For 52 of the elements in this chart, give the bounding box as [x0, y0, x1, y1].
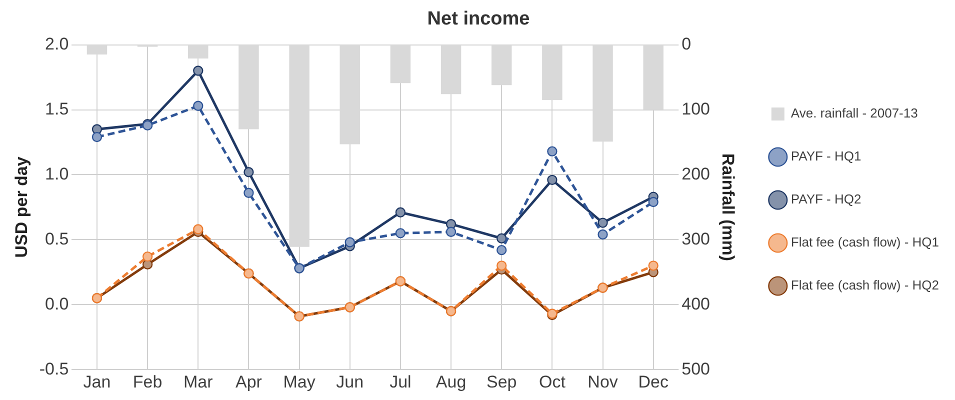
- point: [193, 100, 204, 111]
- y-tick-label: 0.5: [45, 229, 69, 248]
- point: [446, 226, 456, 237]
- point: [142, 251, 153, 262]
- y2-tick-label: 100: [682, 99, 710, 118]
- point: [496, 260, 507, 271]
- x-tick-label: Sep: [486, 372, 517, 392]
- x-tick-label: Jan: [83, 372, 111, 392]
- legend-label: PAYF - HQ2: [790, 192, 862, 207]
- legend-label: Flat fee (cash flow) - HQ2: [790, 278, 940, 293]
- x-tick-label: Jun: [336, 372, 364, 392]
- y2-tick-label: 500: [682, 359, 710, 378]
- point: [598, 218, 608, 228]
- y-tick-label: -0.5: [39, 359, 69, 378]
- x-tick-label: Jul: [390, 372, 412, 392]
- y-tick-label: 0.0: [45, 294, 69, 314]
- point: [496, 233, 507, 244]
- legend-label: PAYF - HQ1: [790, 148, 862, 164]
- point: [244, 167, 254, 178]
- point: [598, 229, 608, 240]
- y2-tick-label: 400: [682, 294, 710, 314]
- y-tick-label: 2.0: [45, 34, 69, 54]
- chart-title: Net income: [427, 8, 530, 30]
- x-tick-label: Mar: [184, 372, 214, 392]
- y2-tick-label: 0: [682, 34, 692, 54]
- y-tick-label: 1.0: [45, 164, 69, 184]
- x-tick-label: May: [283, 372, 316, 392]
- point: [547, 146, 558, 156]
- point: [648, 260, 658, 271]
- x-tick-label: Oct: [538, 372, 566, 392]
- y2-tick-label: 200: [682, 164, 710, 184]
- point: [193, 66, 204, 76]
- x-tick-label: Aug: [436, 372, 466, 392]
- x-tick-label: Apr: [235, 372, 262, 392]
- point: [92, 132, 102, 142]
- point: [496, 244, 507, 256]
- x-tick-label: Dec: [638, 372, 669, 392]
- y2-axis-title: Rainfall (mm): [718, 153, 738, 262]
- legend-label: Flat fee (cash flow) - HQ1: [790, 234, 940, 250]
- y2-tick-label: 300: [682, 229, 710, 248]
- point: [344, 237, 355, 248]
- x-tick-label: Nov: [588, 372, 618, 392]
- point: [547, 174, 558, 186]
- point: [244, 188, 254, 198]
- legend-label: Ave. rainfall - 2007-13: [790, 106, 918, 121]
- point: [395, 207, 406, 218]
- y-tick-label: 1.5: [45, 99, 69, 118]
- y-axis-title: USD per day: [12, 156, 31, 258]
- point: [193, 224, 204, 234]
- point: [395, 228, 406, 238]
- point: [648, 196, 658, 208]
- x-tick-label: Feb: [132, 372, 162, 392]
